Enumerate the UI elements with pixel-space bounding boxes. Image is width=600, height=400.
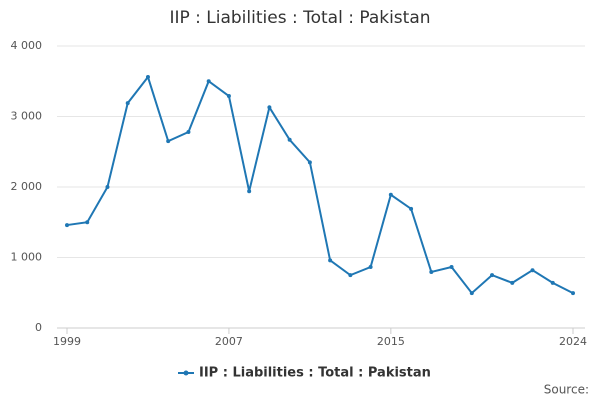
data-point bbox=[247, 189, 252, 194]
y-tick-label: 4 000 bbox=[11, 39, 43, 52]
x-tick-label: 1999 bbox=[53, 335, 81, 348]
data-point bbox=[105, 185, 110, 189]
data-point bbox=[65, 223, 69, 228]
data-point bbox=[166, 139, 171, 144]
data-point bbox=[388, 192, 393, 197]
data-point bbox=[307, 160, 312, 165]
data-point bbox=[287, 137, 292, 142]
data-point bbox=[368, 265, 373, 270]
data-point bbox=[510, 280, 515, 285]
data-point bbox=[449, 265, 454, 270]
x-tick-label: 2024 bbox=[559, 335, 587, 348]
data-point bbox=[206, 79, 211, 84]
data-point bbox=[571, 291, 575, 296]
legend-label: IIP : Liabilities : Total : Pakistan bbox=[199, 366, 431, 381]
data-point bbox=[469, 291, 474, 296]
data-point bbox=[85, 220, 90, 225]
data-point bbox=[145, 75, 150, 80]
data-point bbox=[125, 101, 130, 106]
data-point bbox=[267, 105, 272, 110]
data-point bbox=[530, 268, 535, 273]
data-point bbox=[490, 273, 495, 278]
y-tick-label: 3 000 bbox=[11, 110, 43, 123]
legend-marker bbox=[183, 370, 189, 376]
data-point bbox=[186, 130, 191, 135]
data-point bbox=[409, 206, 414, 211]
y-tick-label: 0 bbox=[35, 321, 42, 334]
data-point bbox=[226, 94, 231, 99]
chart-title: IIP : Liabilities : Total : Pakistan bbox=[169, 8, 430, 28]
y-tick-label: 1 000 bbox=[11, 251, 43, 264]
x-tick-label: 2015 bbox=[377, 335, 405, 348]
data-point bbox=[429, 269, 434, 274]
x-tick-label: 2007 bbox=[215, 335, 243, 348]
source: Source: bbox=[544, 383, 589, 397]
y-tick-label: 2 000 bbox=[11, 180, 43, 193]
series-line bbox=[66, 74, 574, 295]
data-point bbox=[550, 280, 555, 285]
data-point bbox=[328, 258, 333, 263]
data-point bbox=[348, 273, 353, 278]
